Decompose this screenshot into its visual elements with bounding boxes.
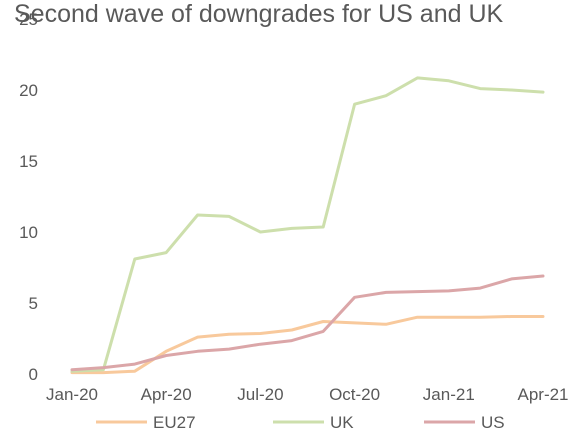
series-lines: [70, 76, 545, 375]
legend-item-eu27: EU27: [96, 413, 196, 431]
x-tick-label: Jan-20: [46, 385, 98, 404]
series-line-uk: [70, 76, 545, 373]
x-tick-label: Oct-20: [329, 385, 380, 404]
y-tick-label: 15: [19, 152, 38, 171]
y-tick-label: 0: [29, 365, 38, 384]
y-tick-label: 20: [19, 81, 38, 100]
legend-label: UK: [330, 413, 354, 431]
y-tick-label: 5: [29, 294, 38, 313]
x-axis-tick-labels: Jan-20 Apr-20 Jul-20 Oct-20 Jan-21 Apr-21: [46, 385, 569, 404]
legend: EU27 UK US: [96, 413, 505, 431]
x-tick-label: Jan-21: [423, 385, 475, 404]
series-line-us: [70, 274, 545, 372]
legend-label: US: [481, 413, 505, 431]
legend-label: EU27: [153, 413, 196, 431]
series-line-eu27: [70, 315, 545, 375]
y-axis-tick-labels: 0 5 10 15 20 25: [19, 10, 38, 384]
x-tick-label: Apr-21: [517, 385, 568, 404]
legend-item-uk: UK: [273, 413, 354, 431]
chart-title: Second wave of downgrades for US and UK: [14, 0, 503, 28]
legend-item-us: US: [424, 413, 505, 431]
y-tick-label: 25: [19, 10, 38, 29]
x-tick-label: Jul-20: [237, 385, 283, 404]
x-tick-label: Apr-20: [141, 385, 192, 404]
y-tick-label: 10: [19, 223, 38, 242]
